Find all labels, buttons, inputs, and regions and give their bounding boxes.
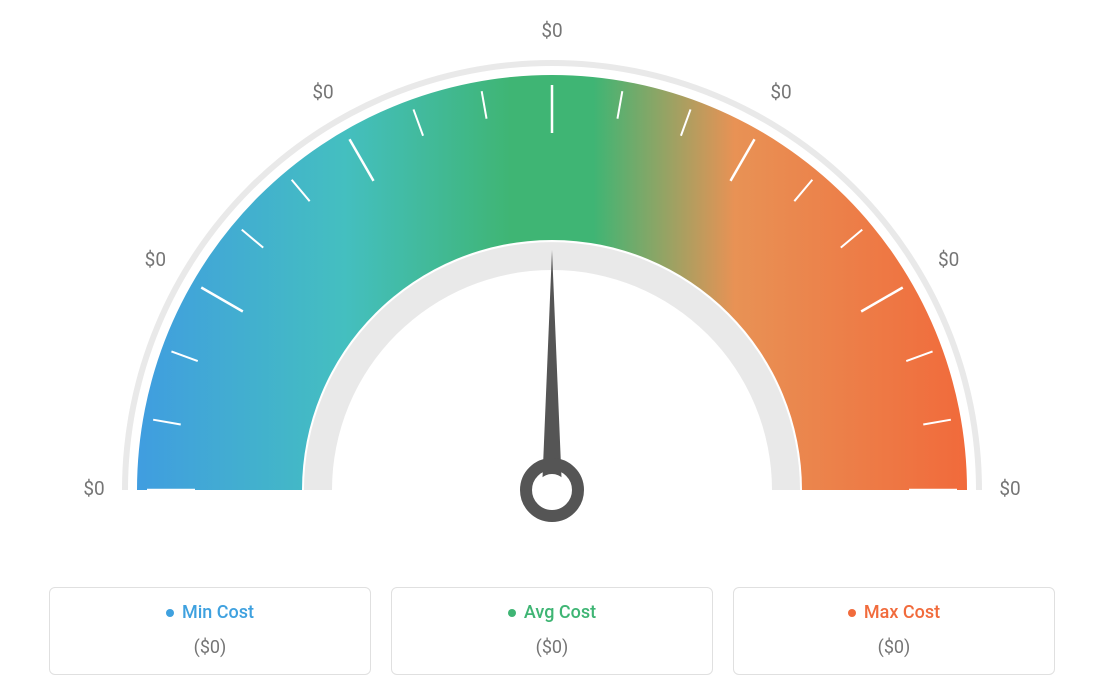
svg-text:$0: $0: [145, 248, 166, 271]
cost-gauge-container: $0 $0 $0 $0 $0 $0 $0 Min Cost ($0) Avg Cost ($…: [0, 0, 1104, 690]
legend-value-max: ($0): [734, 637, 1054, 658]
legend-title-avg: Avg Cost: [508, 602, 596, 623]
gauge-svg: $0 $0 $0 $0 $0 $0 $0: [0, 0, 1104, 540]
legend-value-avg: ($0): [392, 637, 712, 658]
legend-title-min: Min Cost: [166, 602, 254, 623]
svg-text:$0: $0: [541, 19, 562, 42]
legend-title-max: Max Cost: [848, 602, 940, 623]
gauge-chart: $0 $0 $0 $0 $0 $0 $0: [0, 0, 1104, 540]
legend-label-avg: Avg Cost: [524, 602, 596, 623]
legend-dot-min: [166, 609, 174, 617]
legend-card-max: Max Cost ($0): [733, 587, 1055, 676]
legend-label-min: Min Cost: [182, 602, 254, 623]
svg-text:$0: $0: [312, 80, 333, 103]
svg-text:$0: $0: [770, 80, 791, 103]
legend-dot-avg: [508, 609, 516, 617]
legend-dot-max: [848, 609, 856, 617]
legend-card-min: Min Cost ($0): [49, 587, 371, 676]
svg-text:$0: $0: [999, 477, 1020, 500]
legend-value-min: ($0): [50, 637, 370, 658]
svg-text:$0: $0: [938, 248, 959, 271]
legend-row: Min Cost ($0) Avg Cost ($0) Max Cost ($0…: [0, 587, 1104, 676]
legend-label-max: Max Cost: [864, 602, 940, 623]
svg-text:$0: $0: [83, 477, 104, 500]
legend-card-avg: Avg Cost ($0): [391, 587, 713, 676]
